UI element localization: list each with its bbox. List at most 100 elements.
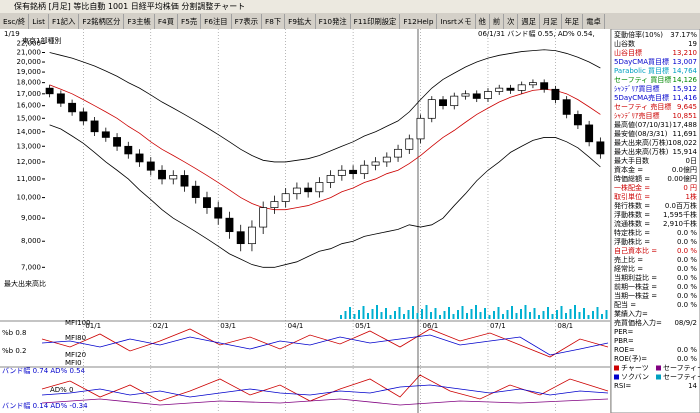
candle-body <box>281 193 290 202</box>
info-value: 11,416 <box>673 94 698 102</box>
info-value: 0.0億円 <box>672 165 697 174</box>
candle-body <box>551 88 560 101</box>
info-value: 10,851 <box>673 112 698 120</box>
toolbar-button[interactable]: F7表示 <box>232 14 263 29</box>
candle-body <box>562 99 571 115</box>
info-value: 14,764 <box>673 67 698 75</box>
info-label: 浮動株数 = <box>614 210 650 219</box>
info-value: 0.0 % <box>677 238 697 246</box>
toolbar-button[interactable]: Esc/終 <box>0 14 30 29</box>
toolbar-button[interactable]: F2銘柄区分 <box>79 14 125 29</box>
volume-bar <box>407 310 410 319</box>
info-label: 売上比 = <box>614 255 643 264</box>
volume-bar <box>497 307 500 319</box>
info-value: 0.0百万株 <box>665 201 697 210</box>
volume-bar <box>596 307 599 319</box>
toolbar-button[interactable]: F1記入 <box>49 14 80 29</box>
volume-label: 最大出来高比 <box>4 279 46 288</box>
info-value: 0.0 % <box>677 355 697 363</box>
volume-bar <box>466 313 468 319</box>
candle-body <box>528 82 537 86</box>
toolbar-button[interactable]: F12Help <box>400 14 438 29</box>
volume-bar <box>601 314 603 319</box>
volume-bar <box>353 314 356 319</box>
info-label: 時価総額 = <box>614 174 650 183</box>
info-value: 0.0 % <box>677 346 697 354</box>
toolbar-button[interactable]: F4買 <box>155 14 178 29</box>
volume-bar <box>484 308 486 319</box>
toolbar-button[interactable]: F9拡大 <box>285 14 316 29</box>
info-label: 当期利益比 = <box>614 273 657 282</box>
volume-bar <box>358 310 360 319</box>
volume-bar <box>439 315 441 319</box>
toolbar-button[interactable]: 前 <box>490 14 505 29</box>
y-tick-label: 20,000 <box>17 58 42 66</box>
volume-bar <box>511 306 513 319</box>
volume-bar <box>574 305 576 319</box>
toolbar-button[interactable]: F10発注 <box>316 14 351 29</box>
toolbar-button[interactable]: 他 <box>476 14 490 29</box>
info-value: 108,022 <box>668 139 697 147</box>
info-label: 発行株数 = <box>614 201 650 210</box>
x-tick-label: 05/1 <box>355 322 371 330</box>
volume-bar <box>587 315 590 319</box>
volume-bar <box>605 310 608 319</box>
candle-body <box>135 153 144 163</box>
candle-body <box>405 138 414 150</box>
toolbar-button[interactable]: 電卓 <box>583 14 605 29</box>
toolbar-button[interactable]: F6注目 <box>201 14 232 29</box>
info-value: 15,912 <box>673 85 698 93</box>
toolbar-button[interactable]: Insrtメモ <box>437 14 476 29</box>
candle-body <box>517 84 526 91</box>
toolbar-button[interactable]: F11印刷設定 <box>351 14 401 29</box>
info-label: 特定株比 = <box>614 228 650 237</box>
candle-body <box>360 164 369 175</box>
info-value: 2,910千株 <box>663 219 697 228</box>
ad-line <box>41 398 609 406</box>
indicator-label: %b 0.2 <box>2 347 26 355</box>
info-value: 19 <box>688 40 697 48</box>
indicator-label: バンド幅 0.74 AD% 0.54 <box>2 366 86 375</box>
candle-body <box>146 161 155 171</box>
x-tick-label: 07/1 <box>490 322 506 330</box>
toolbar-button[interactable]: F3主帳 <box>124 14 155 29</box>
candle-body <box>337 169 346 176</box>
candle-body <box>79 111 88 122</box>
toolbar-button[interactable]: 次 <box>504 14 519 29</box>
candle-body <box>304 187 313 193</box>
info-label: PER= <box>614 328 634 336</box>
volume-bar <box>520 309 522 319</box>
mfi-line <box>41 334 609 356</box>
band-line <box>49 84 601 211</box>
toolbar-button[interactable]: F8下 <box>262 14 286 29</box>
rsi-label: RSI= <box>614 382 631 390</box>
volume-bar <box>461 306 464 319</box>
info-value: 15,914 <box>673 148 698 156</box>
info-value: 0.00億円 <box>667 174 697 183</box>
toolbar-button[interactable]: 年足 <box>562 14 584 29</box>
info-value: 0日 <box>686 157 697 165</box>
candle-body <box>439 99 447 107</box>
info-value: 14,126 <box>673 76 698 84</box>
x-tick-label: 06/1 <box>423 322 439 330</box>
volume-bar <box>475 305 477 319</box>
volume-bar <box>488 315 491 319</box>
market: 東京1部種別 <box>22 36 61 45</box>
toolbar-button[interactable]: 月足 <box>540 14 562 29</box>
volume-bar <box>421 309 423 319</box>
toolbar-button[interactable]: List <box>29 14 49 29</box>
y-tick-label: 16,000 <box>17 102 42 110</box>
volume-bar <box>434 308 437 319</box>
toolbar-button[interactable]: F5売 <box>178 14 202 29</box>
toolbar-button[interactable]: 週足 <box>518 14 540 29</box>
info-value: 13,007 <box>673 58 698 66</box>
info-label: 配当 = <box>614 300 636 309</box>
legend-label: セーフティー <box>663 364 700 372</box>
info-label: ｼｬﾝﾃﾞﾘｱ買目標 <box>614 84 660 93</box>
x-tick-label: 08/1 <box>557 322 573 330</box>
volume-bar <box>578 312 581 319</box>
volume-bar <box>479 312 482 319</box>
y-tick-label: 19,000 <box>17 68 42 76</box>
y-tick-label: 14,000 <box>17 128 42 136</box>
volume-bar <box>416 313 419 319</box>
